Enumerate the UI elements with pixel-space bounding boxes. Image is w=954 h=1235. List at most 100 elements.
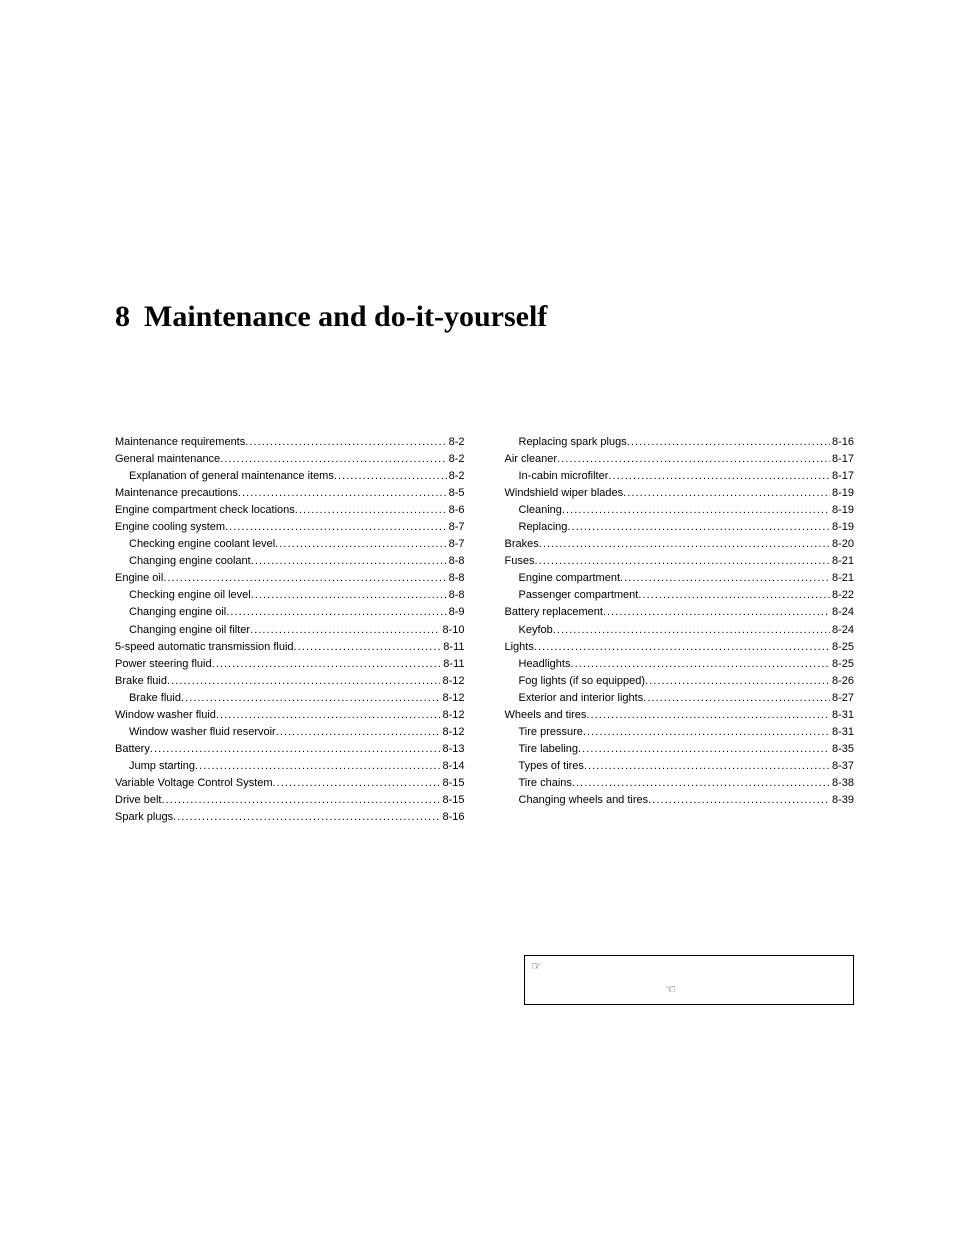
toc-label: Replacing spark plugs: [519, 434, 627, 451]
toc-page: 8-27: [830, 690, 854, 707]
toc-page: 8-16: [830, 434, 854, 451]
toc-row: General maintenance8-2: [115, 451, 465, 468]
chapter-number: 8: [115, 300, 130, 334]
toc-row: Windshield wiper blades8-19: [505, 485, 855, 502]
toc-row: Exterior and interior lights8-27: [505, 690, 855, 707]
toc-label: Engine compartment: [519, 570, 621, 587]
toc-row: Brake fluid8-12: [115, 673, 465, 690]
toc-label: Spark plugs: [115, 809, 173, 826]
toc-row: Changing engine coolant8-8: [115, 553, 465, 570]
toc-label: Tire chains: [519, 775, 572, 792]
toc-dots: [167, 673, 440, 684]
toc-dots: [161, 792, 440, 803]
toc-label: Checking engine coolant level: [129, 536, 275, 553]
toc-row: Power steering fluid8-11: [115, 656, 465, 673]
toc-label: Headlights: [519, 656, 571, 673]
hand-left-icon: ☜: [665, 982, 676, 996]
toc-label: Changing engine oil: [129, 604, 226, 621]
toc-row: Air cleaner8-17: [505, 451, 855, 468]
toc: Maintenance requirements 8-2General maint…: [115, 434, 854, 826]
toc-row: Cleaning8-19: [505, 502, 855, 519]
toc-dots: [225, 519, 447, 530]
toc-label: 5-speed automatic transmission fluid: [115, 639, 294, 656]
toc-label: Wheels and tires: [505, 707, 587, 724]
toc-page: 8-14: [440, 758, 464, 775]
toc-dots: [275, 536, 446, 547]
toc-dots: [173, 809, 440, 820]
toc-page: 8-20: [830, 536, 854, 553]
toc-dots: [238, 485, 447, 496]
toc-dots: [245, 434, 446, 445]
toc-page: 8-2: [447, 434, 465, 451]
toc-row: Changing engine oil filter8-10: [115, 622, 465, 639]
toc-dots: [220, 451, 446, 462]
toc-page: 8-12: [440, 707, 464, 724]
toc-row: In-cabin microfilter8-17: [505, 468, 855, 485]
toc-row: Brake fluid8-12: [115, 690, 465, 707]
toc-dots: [276, 724, 441, 735]
toc-row: Brakes8-20: [505, 536, 855, 553]
toc-page: 8-21: [830, 570, 854, 587]
toc-label: Types of tires: [519, 758, 584, 775]
toc-label: Engine oil: [115, 570, 163, 587]
toc-label: Window washer fluid: [115, 707, 216, 724]
toc-label: Passenger compartment: [519, 587, 639, 604]
page: 8 Maintenance and do-it-yourself Mainten…: [0, 0, 954, 1235]
toc-page: 8-11: [441, 639, 464, 656]
toc-row: Fuses8-21: [505, 553, 855, 570]
toc-row: Engine compartment check locations8-6: [115, 502, 465, 519]
toc-label: Checking engine oil level: [129, 587, 251, 604]
toc-page: 8-38: [830, 775, 854, 792]
toc-page: 8-16: [440, 809, 464, 826]
toc-page: 8-2: [447, 468, 465, 485]
toc-dots: [562, 502, 830, 513]
toc-page: 8-35: [830, 741, 854, 758]
toc-dots: [620, 570, 830, 581]
toc-page: 8-19: [830, 502, 854, 519]
toc-row: Tire chains 8-38: [505, 775, 855, 792]
toc-label: Variable Voltage Control System: [115, 775, 273, 792]
toc-row: Engine compartment 8-21: [505, 570, 855, 587]
toc-dots: [150, 741, 441, 752]
toc-label: Fog lights (if so equipped): [519, 673, 646, 690]
toc-dots: [251, 553, 447, 564]
toc-dots: [627, 434, 830, 445]
toc-page: 8-17: [830, 451, 854, 468]
hand-right-icon: ☞: [531, 959, 542, 973]
toc-row: Fog lights (if so equipped)8-26: [505, 673, 855, 690]
toc-page: 8-37: [830, 758, 854, 775]
toc-dots: [212, 656, 442, 667]
toc-page: 8-10: [440, 622, 464, 639]
toc-dots: [557, 451, 830, 462]
toc-dots: [195, 758, 440, 769]
toc-page: 8-25: [830, 639, 854, 656]
toc-row: Explanation of general maintenance items…: [115, 468, 465, 485]
toc-page: 8-7: [447, 536, 465, 553]
toc-page: 8-31: [830, 724, 854, 741]
toc-row: Battery8-13: [115, 741, 465, 758]
toc-dots: [334, 468, 447, 479]
toc-page: 8-11: [441, 656, 464, 673]
toc-page: 8-5: [447, 485, 465, 502]
toc-dots: [578, 741, 830, 752]
toc-page: 8-31: [830, 707, 854, 724]
toc-label: Maintenance precautions: [115, 485, 238, 502]
toc-row: Engine cooling system8-7: [115, 519, 465, 536]
toc-row: Checking engine coolant level 8-7: [115, 536, 465, 553]
toc-row: Engine oil8-8: [115, 570, 465, 587]
toc-dots: [567, 519, 830, 530]
toc-dots: [251, 587, 447, 598]
toc-dots: [294, 639, 442, 650]
toc-label: Battery replacement: [505, 604, 603, 621]
toc-label: Keyfob: [519, 622, 553, 639]
toc-label: Maintenance requirements: [115, 434, 245, 451]
toc-page: 8-19: [830, 485, 854, 502]
toc-row: Checking engine oil level8-8: [115, 587, 465, 604]
toc-dots: [608, 468, 830, 479]
toc-label: Drive belt: [115, 792, 161, 809]
toc-page: 8-8: [447, 553, 465, 570]
toc-page: 8-15: [440, 792, 464, 809]
toc-dots: [181, 690, 440, 701]
toc-column-right: Replacing spark plugs 8-16Air cleaner8-17…: [505, 434, 855, 826]
toc-dots: [534, 553, 830, 564]
